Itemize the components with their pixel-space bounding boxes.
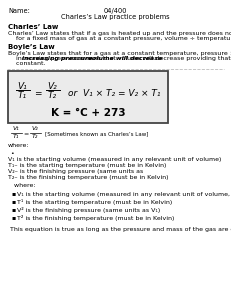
Text: T₁: T₁ bbox=[17, 91, 27, 100]
Text: T₂: T₂ bbox=[47, 91, 57, 100]
FancyBboxPatch shape bbox=[8, 71, 168, 123]
Text: T¹ is the starting temperature (must be in Kelvin): T¹ is the starting temperature (must be … bbox=[17, 199, 172, 205]
Text: V₁: V₁ bbox=[17, 82, 27, 91]
Text: increasing pressure means that volume will decrease providing that the temperatu: increasing pressure means that volume wi… bbox=[8, 56, 231, 61]
Text: V₁ is the starting volume (measured in any relevant unit of volume, eg ft³): V₁ is the starting volume (measured in a… bbox=[17, 191, 231, 197]
Text: for a fixed mass of gas at a constant pressure, volume ÷ temperature will remain: for a fixed mass of gas at a constant pr… bbox=[8, 36, 231, 41]
Text: constant.: constant. bbox=[8, 61, 46, 66]
Text: •: • bbox=[10, 151, 14, 156]
Text: [Sometimes known as Charles’s Law]: [Sometimes known as Charles’s Law] bbox=[45, 131, 148, 136]
Text: T₂: T₂ bbox=[32, 134, 38, 139]
Text: V₂– is the finishing pressure (same units as: V₂– is the finishing pressure (same unit… bbox=[8, 169, 143, 174]
Text: ▪: ▪ bbox=[11, 215, 15, 220]
Text: Name:: Name: bbox=[8, 8, 30, 14]
Text: V₁: V₁ bbox=[13, 126, 19, 131]
Text: T² is the finishing temperature (must be in Kelvin): T² is the finishing temperature (must be… bbox=[17, 215, 174, 221]
Text: =: = bbox=[23, 132, 29, 137]
Text: K = °C + 273: K = °C + 273 bbox=[51, 108, 125, 118]
Text: T₁: T₁ bbox=[13, 134, 19, 139]
Text: Boyle’s Law states that for a gas at a constant temperature, pressure × volume i: Boyle’s Law states that for a gas at a c… bbox=[8, 51, 231, 56]
Text: Charles’ Law: Charles’ Law bbox=[8, 24, 58, 30]
Text: where:: where: bbox=[8, 143, 30, 148]
Text: ▪: ▪ bbox=[11, 191, 15, 196]
Text: =: = bbox=[34, 89, 42, 98]
Text: ▪: ▪ bbox=[11, 199, 15, 204]
Text: T₂– is the finishing temperature (must be in Kelvin): T₂– is the finishing temperature (must b… bbox=[8, 175, 168, 180]
Text: V₂: V₂ bbox=[47, 82, 57, 91]
Text: Boyle’s Law: Boyle’s Law bbox=[8, 44, 55, 50]
Text: V₂: V₂ bbox=[32, 126, 38, 131]
Text: ▪: ▪ bbox=[11, 207, 15, 212]
Text: where:: where: bbox=[10, 183, 36, 188]
Text: Charles’s Law practice problems: Charles’s Law practice problems bbox=[61, 14, 169, 20]
Text: V² is the finishing pressure (same units as V₁): V² is the finishing pressure (same units… bbox=[17, 207, 160, 213]
Text: or  V₁ × T₂ = V₂ × T₁: or V₁ × T₂ = V₂ × T₁ bbox=[68, 89, 161, 98]
Text: increasing pressure: increasing pressure bbox=[22, 56, 92, 61]
Text: Charles’ Law states that if a gas is heated up and the pressure does not change,: Charles’ Law states that if a gas is hea… bbox=[8, 31, 231, 36]
Text: T₁– is the starting temperature (must be in Kelvin): T₁– is the starting temperature (must be… bbox=[8, 163, 166, 168]
Text: This equation is true as long as the pressure and mass of the gas are constant.: This equation is true as long as the pre… bbox=[10, 227, 231, 232]
Text: V₁ is the starting volume (measured in any relevant unit of volume): V₁ is the starting volume (measured in a… bbox=[8, 157, 221, 162]
Text: volume will decrease: volume will decrease bbox=[88, 56, 162, 61]
Text: 04/400: 04/400 bbox=[103, 8, 127, 14]
